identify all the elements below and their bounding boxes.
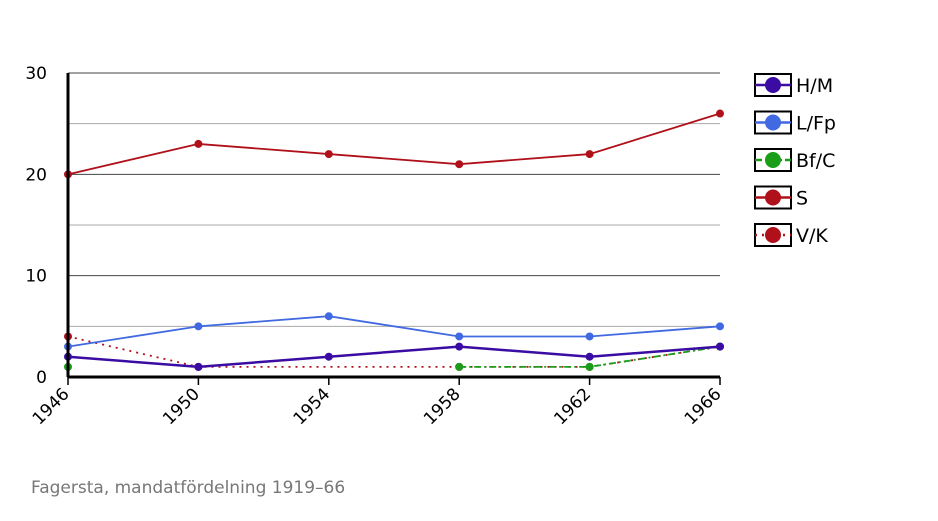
data-point-l-fp [194,322,203,331]
y-tick-label: 20 [25,165,47,185]
legend: H/M L/Fp Bf/C S V/K [754,73,836,247]
data-point-s [324,150,333,159]
grid-lines [68,72,720,327]
axes: 0 10 20 30 1946 1950 1954 1958 1962 1966 [25,64,725,429]
series-layer [64,109,724,371]
x-tick-label: 1958 [420,384,465,429]
x-tick-label: 1962 [550,384,595,429]
data-point-s [585,150,594,159]
x-tick-label: 1946 [29,384,74,429]
data-point-bf-c [585,362,594,371]
data-point-l-fp [716,322,724,331]
x-tick-label: 1950 [159,384,204,429]
y-tick-label: 30 [25,64,47,84]
legend-label: V/K [796,225,828,247]
data-point-h-m [585,352,594,361]
data-point-h-m [324,352,333,361]
data-point-s [194,139,203,148]
legend-swatch-marker [765,152,781,168]
legend-label: H/M [796,75,833,97]
data-point-bf-c [455,362,464,371]
x-tick-label: 1954 [290,384,335,429]
legend-label: Bf/C [796,150,835,172]
legend-swatch-marker [765,189,781,206]
legend-swatch-marker [765,77,781,93]
data-point-s [455,160,464,169]
x-tick-label: 1966 [681,384,726,429]
data-point-l-fp [324,312,333,321]
data-point-l-fp [585,332,594,341]
chart-caption: Fagersta, mandatfördelning 1919–66 [31,478,346,498]
legend-swatch-marker [765,227,781,243]
series-line-l-fp [67,315,721,348]
y-tick-label: 0 [36,368,47,388]
data-point-h-m [716,342,724,351]
legend-label: S [796,188,808,210]
data-point-h-m [194,362,203,371]
legend-label: L/Fp [796,113,836,135]
legend-swatch-marker [765,114,781,131]
series-line-h-m [67,345,721,369]
series-line-s [67,112,721,176]
data-point-l-fp [455,332,464,341]
y-tick-label: 10 [25,267,47,287]
data-point-h-m [455,342,464,351]
data-point-s [716,109,724,118]
